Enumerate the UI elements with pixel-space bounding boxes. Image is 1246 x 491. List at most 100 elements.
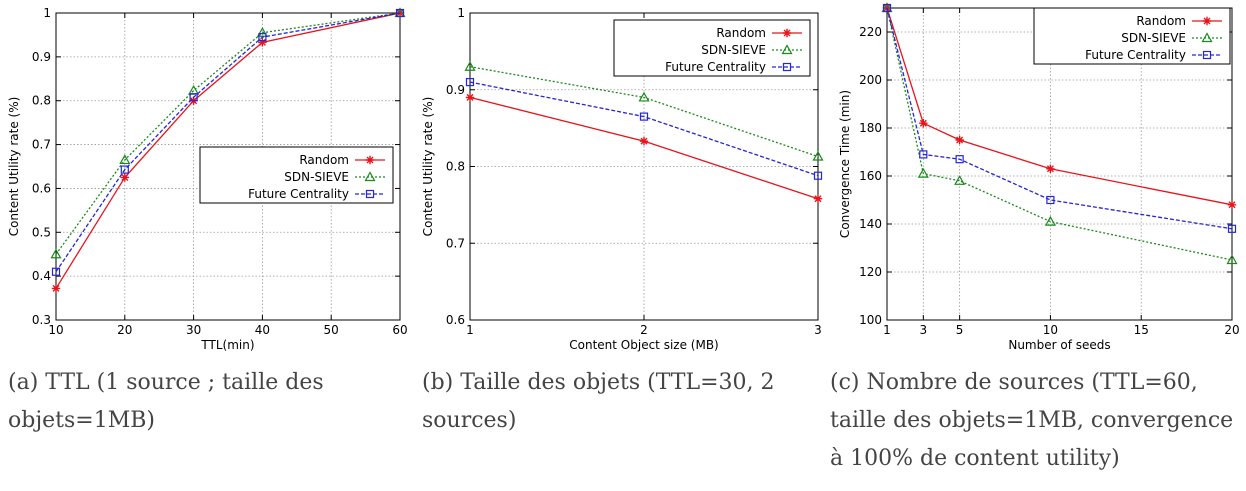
data-point	[1227, 224, 1237, 233]
data-point	[812, 150, 824, 161]
data-point	[813, 171, 823, 180]
data-point	[917, 167, 929, 178]
y-tick-label: 180	[859, 121, 882, 135]
data-point	[464, 61, 476, 71]
y-axis-label: Content Utility rate (%)	[421, 97, 435, 237]
y-tick-label: 140	[859, 217, 882, 231]
x-tick-label: 20	[117, 323, 132, 337]
series-line	[886, 7, 1233, 230]
y-tick-label: 0.9	[446, 83, 465, 97]
x-tick-label: 3	[814, 323, 822, 337]
data-point	[639, 112, 649, 121]
legend-marker	[364, 171, 376, 182]
data-point	[258, 33, 267, 42]
series-line	[469, 66, 819, 158]
data-point	[395, 8, 405, 18]
legend-marker	[1201, 32, 1213, 43]
y-tick-label: 0.8	[446, 160, 465, 174]
legend-marker	[781, 44, 793, 55]
figure-charts: 10 20 30 40 50 60 0.3 0.4 0.5 0.6 0.7 0.8 0.9 1 TTL(mi…	[7, 2, 1240, 352]
y-tick-label: 0.4	[32, 269, 51, 283]
data-point	[1046, 195, 1055, 205]
data-point	[189, 93, 198, 102]
x-axis-label: Content Object size (MB)	[569, 338, 718, 352]
x-axis-label: TTL(min)	[200, 338, 254, 352]
y-tick-label: 0.6	[446, 313, 465, 327]
series-line	[55, 12, 401, 273]
legend-marker	[782, 28, 792, 38]
data-point	[51, 284, 61, 293]
data-point	[1226, 254, 1238, 265]
y-tick-label: 0.8	[32, 94, 51, 108]
data-point	[50, 248, 62, 259]
data-point	[1046, 164, 1055, 173]
legend-label: Future Centrality	[1085, 48, 1186, 62]
x-tick-label: 10	[1043, 323, 1058, 337]
y-tick-label: 0.3	[32, 313, 51, 327]
x-tick-label: 30	[186, 323, 201, 337]
data-point	[395, 8, 405, 18]
x-tick-label: 10	[48, 323, 63, 337]
y-tick-label: 0.6	[32, 181, 51, 195]
y-tick-label: 220	[859, 25, 882, 39]
x-tick-label: 15	[1134, 323, 1149, 337]
x-tick-label: 1	[883, 323, 891, 337]
legend-marker	[782, 62, 792, 72]
data-point	[919, 150, 928, 159]
x-axis-label: Number of seeds	[1008, 338, 1110, 352]
legend-label: Random	[299, 153, 349, 167]
legend-label: Future Centrality	[248, 187, 349, 201]
data-point	[465, 93, 475, 102]
x-tick-label: 3	[919, 323, 927, 337]
x-tick-label: 60	[392, 323, 407, 337]
x-tick-label: 5	[956, 323, 964, 337]
y-tick-label: 160	[859, 169, 882, 183]
caption-a: (a) TTL (1 source ; taille des objets=1M…	[8, 370, 324, 433]
data-point	[120, 165, 129, 174]
y-tick-label: 100	[859, 313, 882, 327]
series-line	[469, 81, 819, 177]
data-point	[465, 77, 475, 87]
data-point	[119, 154, 131, 165]
legend-marker	[1202, 50, 1212, 60]
data-point	[638, 91, 650, 102]
data-point	[120, 173, 129, 182]
data-point	[954, 175, 966, 185]
y-tick-label: 0.9	[32, 50, 51, 64]
data-point	[639, 136, 649, 146]
legend-label: Random	[716, 26, 766, 40]
data-point	[1044, 215, 1056, 226]
y-tick-label: 120	[859, 265, 882, 279]
series-line	[886, 7, 1233, 261]
chart-2: 1 3 5 10 15 20 100 120 140 160 180 200 220 Number of …	[838, 2, 1240, 352]
legend-label: SDN-SIEVE	[1121, 31, 1186, 45]
caption-c: (c) Nombre de sources (TTL=60, taille de…	[830, 370, 1234, 471]
y-tick-label: 0.5	[32, 225, 51, 239]
caption-b: (b) Taille des objets (TTL=30, 2 sources…	[422, 370, 775, 433]
data-point	[882, 3, 892, 13]
legend-label: SDN-SIEVE	[701, 43, 766, 57]
data-point	[919, 119, 928, 128]
y-tick-label: 1	[457, 6, 465, 20]
legend-label: Future Centrality	[665, 60, 766, 74]
x-tick-label: 2	[640, 323, 648, 337]
data-point	[955, 135, 964, 145]
chart-1: 1 2 3 0.6 0.7 0.8 0.9 1 Content Object size (MB)…	[421, 6, 824, 352]
data-point	[1227, 200, 1237, 209]
legend-label: Random	[1136, 14, 1186, 28]
y-tick-label: 1	[43, 6, 51, 20]
legend-marker	[1202, 16, 1212, 26]
plot-frame	[55, 12, 401, 321]
y-axis-label: Content Utility rate (%)	[7, 97, 21, 237]
legend-marker	[365, 189, 375, 199]
data-point	[51, 267, 61, 276]
y-tick-label: 0.7	[446, 236, 465, 250]
data-point	[813, 194, 823, 203]
chart-0: 10 20 30 40 50 60 0.3 0.4 0.5 0.6 0.7 0.8 0.9 1 TTL(mi…	[7, 6, 408, 352]
series-line	[55, 12, 401, 255]
legend-marker	[365, 155, 375, 165]
x-tick-label: 1	[466, 323, 474, 337]
legend-label: SDN-SIEVE	[284, 170, 349, 184]
x-tick-label: 20	[1224, 323, 1239, 337]
data-point	[256, 27, 268, 37]
